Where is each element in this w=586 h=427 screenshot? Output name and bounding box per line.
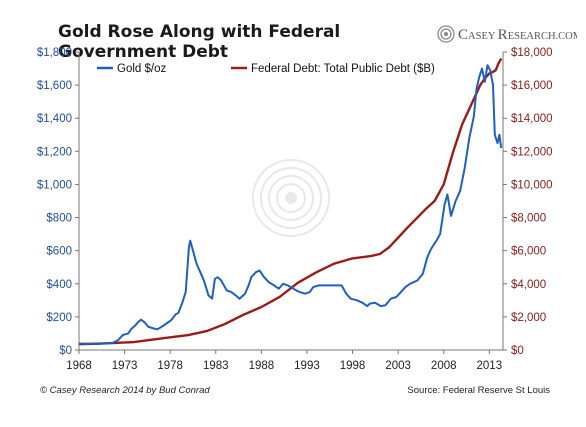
left-tick-label: $1,000	[37, 179, 72, 191]
x-tick-label: 1973	[112, 360, 138, 372]
x-tick-label: 1978	[157, 360, 183, 372]
credit-text: © Casey Research 2014 by Bud Conrad	[40, 385, 210, 396]
brand-logo-graphic: CASEY RESEARCH.COM	[437, 25, 583, 43]
x-tick-label: 2003	[385, 360, 411, 372]
right-axis-ticks: $0 $2,000 $4,000 $6,000 $8,000 $10,000 $12,000…	[503, 47, 553, 357]
x-tick-label: 1983	[203, 360, 229, 372]
brand-text-5: .COM	[556, 31, 577, 42]
right-tick-label: $10,000	[511, 179, 553, 191]
left-tick-label: $0	[59, 345, 72, 357]
series-lines	[78, 58, 503, 346]
right-tick-label: $8,000	[511, 213, 546, 225]
debt-series-line	[78, 58, 503, 346]
right-tick-label: $12,000	[511, 146, 553, 158]
chart-title: Gold Rose Along with Federal Government …	[58, 22, 341, 62]
brand-text-3: R	[498, 27, 508, 43]
left-tick-label: $1,400	[37, 113, 72, 125]
x-tick-label: 1968	[66, 360, 92, 372]
right-tick-label: $18,000	[511, 47, 553, 59]
legend-label-gold: Gold $/oz	[117, 63, 166, 75]
x-tick-label: 2013	[477, 360, 503, 372]
source-text: Source: Federal Reserve St Louis	[407, 385, 550, 396]
right-tick-label: $6,000	[511, 246, 546, 258]
legend: Gold $/oz Federal Debt: Total Public Debt…	[97, 63, 435, 75]
left-tick-label: $1,200	[37, 146, 72, 158]
x-tick-label: 2008	[431, 360, 457, 372]
axes	[78, 52, 504, 351]
left-tick-label: $200	[46, 312, 72, 324]
right-tick-label: $0	[511, 345, 524, 357]
left-tick-label: $800	[46, 213, 72, 225]
right-tick-label: $2,000	[511, 312, 546, 324]
watermark-icon	[252, 159, 330, 237]
x-tick-label: 1988	[249, 360, 275, 372]
legend-label-debt: Federal Debt: Total Public Debt ($B)	[251, 63, 435, 75]
left-axis-ticks: $0 $200 $400 $600 $800 $1,000 $1,200 $1,400 $1,6…	[37, 47, 79, 357]
brand-text-2: ASEY	[468, 31, 498, 42]
gold-series-line	[78, 64, 503, 345]
left-tick-label: $600	[46, 246, 72, 258]
right-tick-label: $14,000	[511, 113, 553, 125]
left-tick-label: $1,800	[37, 47, 72, 59]
x-tick-label: 1998	[340, 360, 366, 372]
left-tick-label: $1,600	[37, 80, 72, 92]
brand-text-4: ESEARCH	[508, 31, 556, 42]
svg-text:CASEY RESEARCH.COM: CASEY RESEARCH.COM	[458, 27, 577, 43]
x-axis-ticks: 1968 1973 1978 1983 1988 1993 1998 2003 2008 2013	[66, 350, 502, 372]
x-tick-label: 1993	[294, 360, 320, 372]
left-tick-label: $400	[46, 279, 72, 291]
right-tick-label: $16,000	[511, 80, 553, 92]
brand-text-1: C	[458, 27, 468, 43]
brand-logo: CASEY RESEARCH.COM	[437, 22, 583, 46]
brand-target-icon	[437, 25, 455, 43]
right-tick-label: $4,000	[511, 279, 546, 291]
